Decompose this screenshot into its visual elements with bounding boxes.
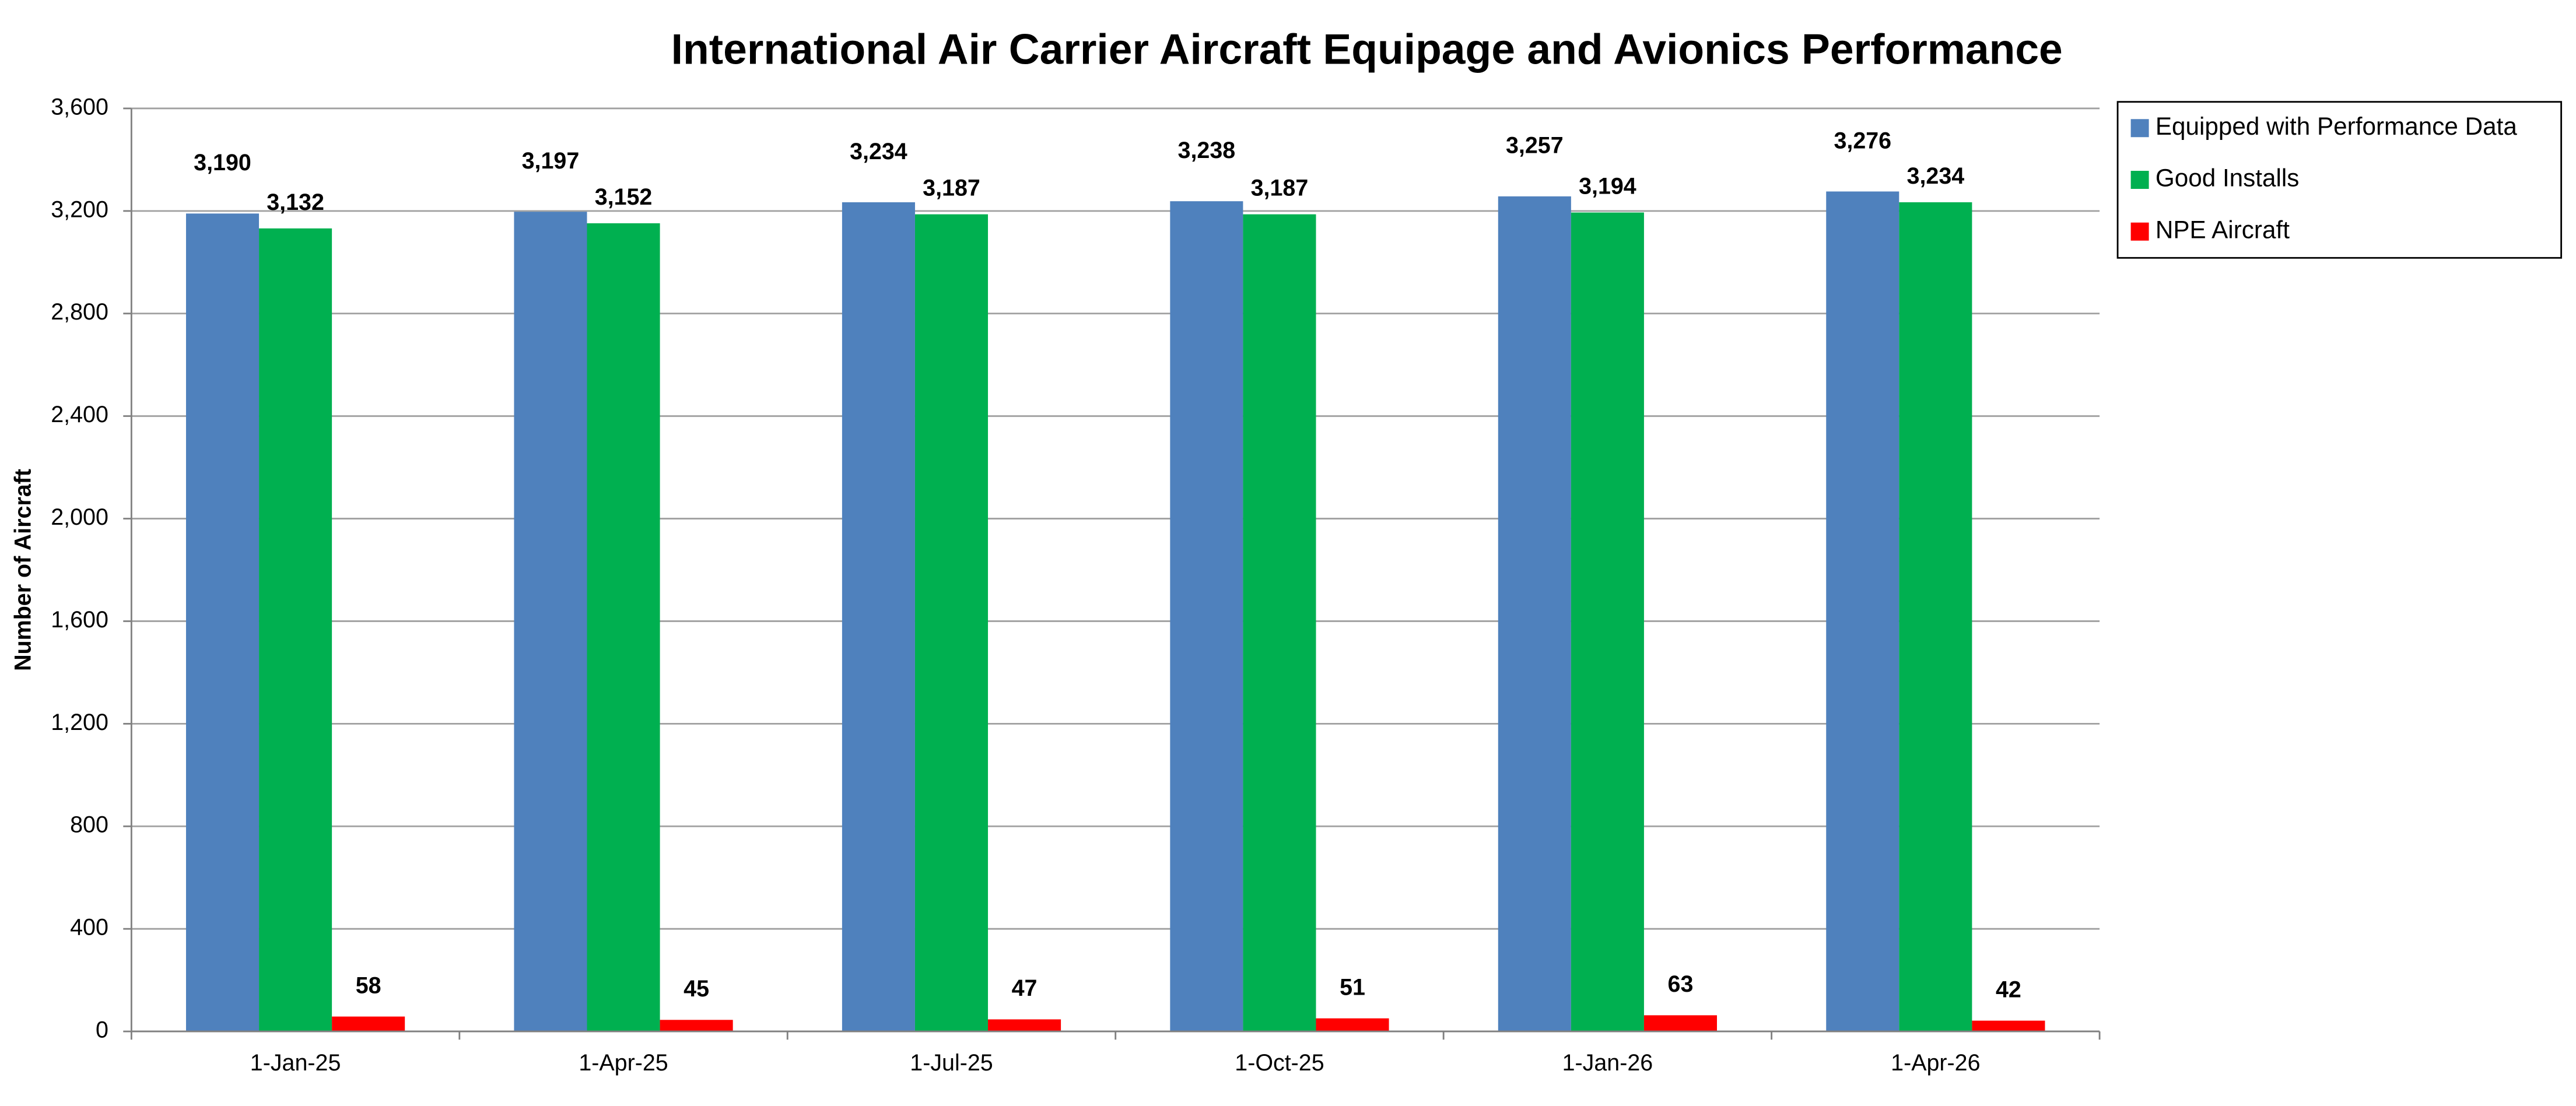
data-label: 3,132 [267,189,324,215]
bar [1243,214,1316,1032]
x-tick-label: 1-Apr-25 [579,1050,668,1076]
bar [259,228,332,1032]
y-axis-label: Number of Aircraft [10,469,36,671]
x-tick-label: 1-Apr-26 [1891,1050,1980,1076]
x-tick-label: 1-Jul-25 [910,1050,993,1076]
legend-label: Equipped with Performance Data [2156,113,2518,140]
data-label: 63 [1668,971,1694,997]
bar [1899,202,1972,1032]
data-label: 3,238 [1178,138,1236,163]
data-label: 58 [356,972,381,998]
legend-swatch [2130,222,2149,241]
data-label: 47 [1012,975,1038,1001]
bar [988,1019,1061,1032]
bar [1498,196,1571,1032]
data-label: 45 [684,976,709,1002]
x-tick-label: 1-Jan-26 [1562,1050,1653,1076]
bar [842,202,915,1032]
y-tick-label: 800 [70,812,108,838]
x-tick-label: 1-Oct-25 [1235,1050,1324,1076]
y-tick-label: 1,600 [51,607,108,633]
legend-box [2116,101,2563,259]
bar [1972,1020,2045,1032]
legend-swatch [2130,119,2149,138]
x-tick-label: 1-Jan-25 [250,1050,341,1076]
data-label: 3,197 [522,148,580,174]
chart-title: International Air Carrier Aircraft Equip… [671,26,2063,73]
bar [1170,201,1243,1032]
bar [1643,1015,1718,1032]
bar [332,1016,405,1032]
bar [1571,212,1644,1032]
bar [185,213,260,1032]
y-tick-label: 3,600 [51,94,108,120]
legend-label: NPE Aircraft [2156,216,2290,243]
y-tick-label: 2,400 [51,402,108,427]
data-label: 3,276 [1834,128,1891,153]
data-label: 3,234 [1907,163,1965,189]
data-label: 3,234 [850,139,907,164]
data-label: 51 [1340,974,1365,1000]
y-tick-label: 400 [70,915,108,940]
data-label: 3,187 [923,175,980,201]
bar [1826,191,1899,1032]
y-tick-label: 3,200 [51,196,108,222]
data-label: 3,152 [595,184,653,210]
bar [660,1020,733,1032]
data-label: 42 [1996,977,2021,1002]
y-tick-label: 0 [96,1017,108,1043]
bar [514,212,587,1032]
legend-label: Good Installs [2156,164,2300,192]
bar [587,223,660,1032]
y-tick-label: 1,200 [51,710,108,735]
data-label: 3,194 [1579,174,1636,199]
data-label: 3,187 [1251,175,1309,201]
bar [914,214,989,1032]
y-tick-label: 2,000 [51,504,108,530]
y-tick-label: 2,800 [51,299,108,325]
data-label: 3,190 [194,150,251,175]
legend-swatch [2130,170,2149,189]
data-label: 3,257 [1506,133,1564,159]
bar [1316,1018,1389,1032]
